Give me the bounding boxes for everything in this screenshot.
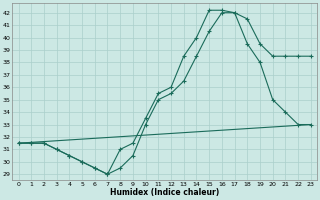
X-axis label: Humidex (Indice chaleur): Humidex (Indice chaleur) xyxy=(110,188,219,197)
